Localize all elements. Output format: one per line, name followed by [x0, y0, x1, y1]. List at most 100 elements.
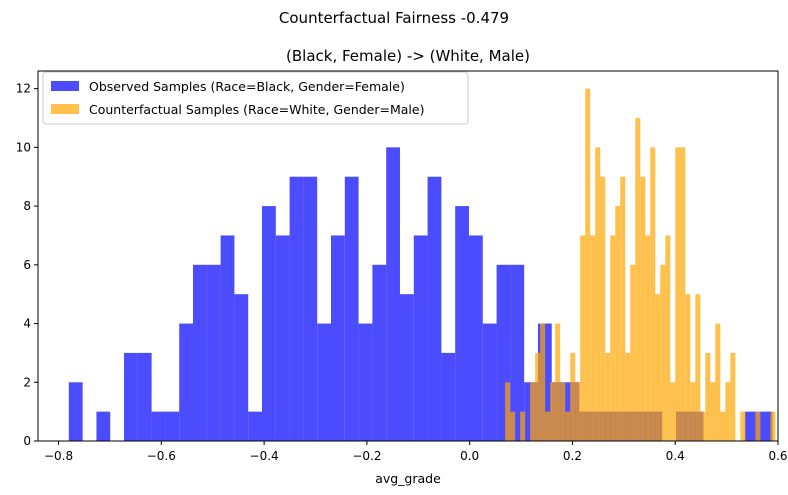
counterfactual-bar — [555, 323, 561, 441]
observed-bar — [137, 352, 152, 441]
counterfactual-bar — [600, 176, 606, 441]
counterfactual-bar — [740, 411, 746, 441]
observed-bar — [68, 382, 83, 441]
observed-series-bars — [68, 147, 773, 441]
observed-bar — [262, 206, 276, 441]
counterfactual-bar — [680, 147, 686, 441]
counterfactual-bar — [620, 176, 626, 441]
observed-bar — [744, 411, 759, 441]
observed-bar — [399, 294, 414, 441]
counterfactual-bar — [630, 264, 636, 441]
y-tick-label: 8 — [23, 199, 31, 213]
counterfactual-bar — [690, 382, 696, 441]
counterfactual-bar — [770, 411, 776, 441]
counterfactual-bar — [560, 382, 566, 441]
x-axis-ticks: −0.8 −0.6 −0.4 −0.2 0.0 0.2 0.4 0.6 — [44, 441, 788, 463]
counterfactual-bar — [615, 206, 621, 441]
x-tick-label: −0.6 — [147, 449, 176, 463]
legend: Observed Samples (Race=Black, Gender=Fem… — [42, 71, 469, 125]
observed-bar — [358, 323, 373, 441]
y-axis-ticks: 0 2 4 6 8 10 12 — [16, 82, 38, 448]
counterfactual-bar — [635, 117, 641, 441]
counterfactual-bar — [645, 235, 651, 441]
counterfactual-bar — [725, 382, 731, 441]
observed-bar — [317, 323, 331, 441]
x-tick-label: 0.2 — [563, 449, 582, 463]
legend-label-observed: Observed Samples (Race=Black, Gender=Fem… — [89, 79, 405, 94]
observed-bar — [344, 176, 359, 441]
counterfactual-bar — [580, 235, 586, 441]
observed-bar — [427, 176, 442, 441]
counterfactual-bar — [575, 382, 581, 441]
counterfactual-bar — [675, 147, 681, 441]
counterfactual-bar — [625, 352, 631, 441]
counterfactual-bar — [520, 411, 526, 441]
legend-box — [42, 71, 469, 125]
y-tick-label: 0 — [23, 434, 31, 448]
x-tick-label: −0.8 — [44, 449, 73, 463]
observed-bar — [758, 411, 773, 441]
counterfactual-bar — [715, 323, 721, 441]
counterfactual-bar — [530, 382, 536, 441]
observed-bar — [303, 176, 318, 441]
counterfactual-bar — [640, 176, 646, 441]
observed-bar — [124, 352, 138, 441]
legend-swatch-observed — [51, 81, 79, 91]
observed-bar — [179, 323, 194, 441]
plot-frame — [37, 70, 779, 442]
observed-bar — [193, 264, 207, 441]
observed-bar — [289, 176, 304, 441]
observed-bar — [482, 323, 497, 441]
observed-bar — [275, 235, 290, 441]
x-tick-label: −0.4 — [250, 449, 279, 463]
x-axis-label: avg_grade — [375, 471, 441, 486]
counterfactual-bar — [510, 411, 516, 441]
observed-bar — [386, 147, 400, 441]
counterfactual-bar — [660, 264, 666, 441]
counterfactual-bar — [650, 147, 656, 441]
counterfactual-bar — [565, 411, 571, 441]
chart-title: (Black, Female) -> (White, Male) — [286, 47, 530, 65]
x-tick-label: 0.4 — [666, 449, 685, 463]
observed-bar — [151, 411, 166, 441]
observed-bar — [165, 411, 180, 441]
observed-bar — [372, 264, 387, 441]
x-tick-label: 0.0 — [460, 449, 479, 463]
counterfactual-series-bars — [505, 88, 776, 441]
observed-bar — [220, 235, 235, 441]
counterfactual-bar — [655, 294, 661, 441]
counterfactual-bar — [685, 294, 691, 441]
counterfactual-bar — [590, 235, 596, 441]
counterfactual-bar — [505, 382, 511, 441]
counterfactual-bar — [695, 294, 701, 441]
legend-label-counterfactual: Counterfactual Samples (Race=White, Gend… — [89, 102, 424, 117]
observed-bar — [468, 235, 483, 441]
counterfactual-bar — [585, 88, 591, 441]
x-tick-label: −0.2 — [352, 449, 381, 463]
chart-suptitle: Counterfactual Fairness -0.479 — [279, 9, 509, 27]
observed-bar — [455, 206, 469, 441]
counterfactual-bar — [670, 382, 676, 441]
counterfactual-bar — [720, 411, 726, 441]
counterfactual-bar — [550, 382, 556, 441]
y-tick-label: 2 — [23, 375, 31, 389]
x-tick-label: 0.6 — [768, 449, 787, 463]
counterfactual-bar — [700, 411, 706, 441]
counterfactual-bar — [605, 352, 611, 441]
observed-bar — [510, 264, 525, 441]
counterfactual-bar — [610, 235, 616, 441]
counterfactual-bar — [730, 352, 736, 441]
observed-bar — [206, 264, 221, 441]
observed-bar — [96, 411, 111, 441]
y-tick-label: 12 — [16, 82, 31, 96]
counterfactual-bar — [755, 411, 761, 441]
y-tick-label: 10 — [16, 140, 31, 154]
counterfactual-bar — [545, 411, 551, 441]
counterfactual-bar — [535, 352, 541, 441]
observed-bar — [441, 352, 456, 441]
legend-swatch-counterfactual — [51, 104, 79, 114]
counterfactual-bar — [705, 352, 711, 441]
observed-bar — [413, 235, 428, 441]
